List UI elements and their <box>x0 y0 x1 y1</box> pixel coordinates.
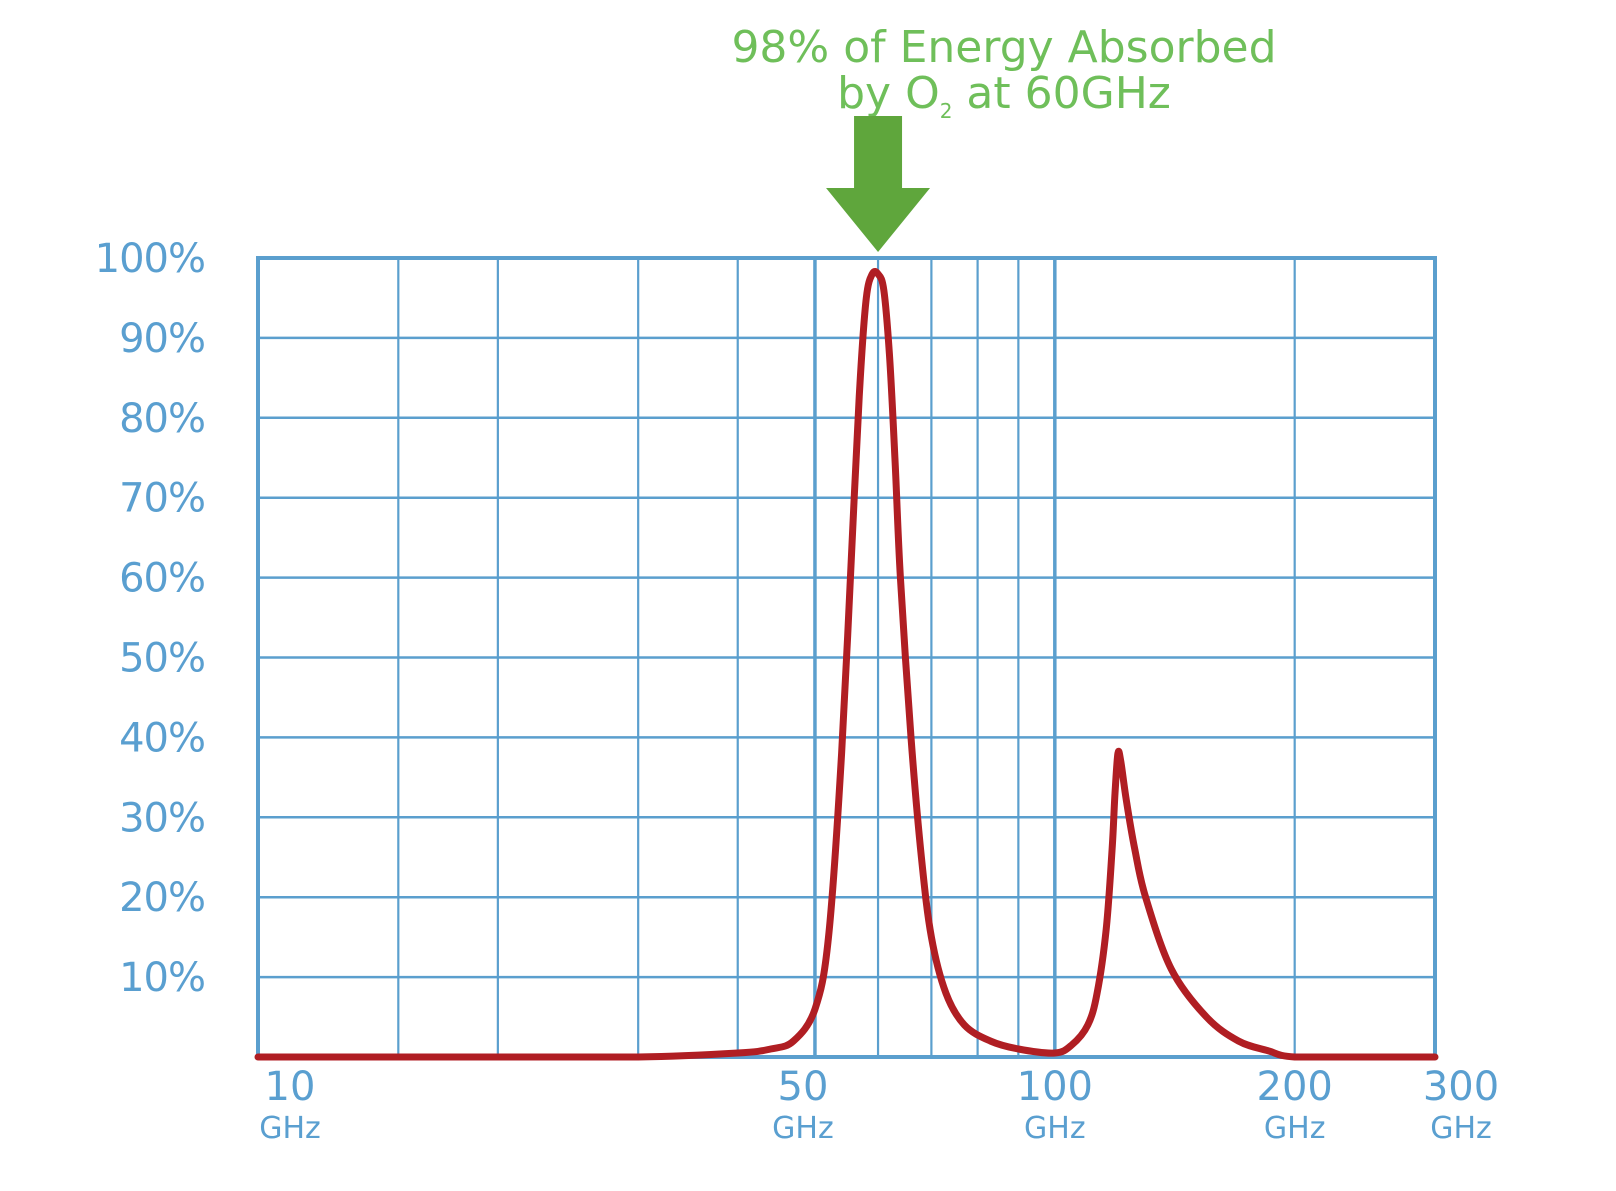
grid <box>256 256 1437 1059</box>
x-tick-label-300: 300 <box>1423 1064 1499 1110</box>
y-axis-ticks: 10% 20% 30% 40% 50% 60% 70% 80% 90% 100% <box>95 236 206 1001</box>
y-tick-label-10: 10% <box>119 955 205 1001</box>
y-tick-label-30: 30% <box>119 795 205 841</box>
annotation-line-2-start: by O <box>837 68 940 119</box>
x-tick-label-10: 10 <box>265 1064 316 1110</box>
annotation-line-2: by O2 at 60GHz <box>837 68 1171 123</box>
annotation-subscript: 2 <box>940 99 953 123</box>
down-arrow-icon <box>826 116 931 252</box>
x-tick-label-50: 50 <box>778 1064 829 1110</box>
series-layer <box>254 267 1439 1061</box>
x-tick-unit-100: GHz <box>1024 1111 1086 1146</box>
y-tick-label-70: 70% <box>119 476 205 522</box>
x-tick-label-100: 100 <box>1017 1064 1093 1110</box>
y-tick-label-100: 100% <box>95 236 205 282</box>
series-line-0 <box>254 267 1439 1061</box>
y-tick-label-80: 80% <box>119 396 205 442</box>
annotation: 98% of Energy Absorbed by O2 at 60GHz <box>731 22 1277 252</box>
x-tick-unit-50: GHz <box>772 1111 834 1146</box>
y-tick-label-60: 60% <box>119 556 205 602</box>
x-tick-unit-300: GHz <box>1430 1111 1492 1146</box>
y-tick-label-40: 40% <box>119 715 205 761</box>
annotation-line-1: 98% of Energy Absorbed <box>731 22 1276 73</box>
x-tick-label-200: 200 <box>1257 1064 1333 1110</box>
x-tick-unit-200: GHz <box>1264 1111 1326 1146</box>
y-tick-label-90: 90% <box>119 316 205 362</box>
y-tick-label-50: 50% <box>119 636 205 682</box>
annotation-line-2-end: at 60GHz <box>952 68 1170 119</box>
y-tick-label-20: 20% <box>119 875 205 921</box>
x-tick-unit-10: GHz <box>259 1111 321 1146</box>
